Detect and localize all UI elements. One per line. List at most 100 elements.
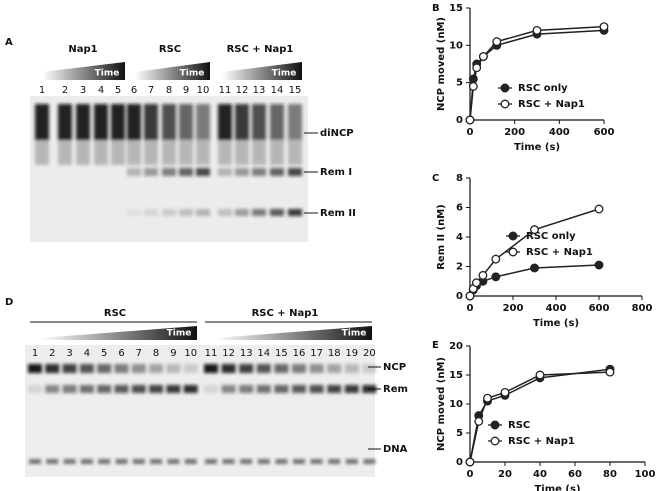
y-tick-label: 20 — [449, 341, 463, 352]
lane-number: 7 — [136, 348, 142, 359]
gel-smear — [58, 140, 72, 165]
gel-smear — [252, 140, 266, 165]
gel-band — [179, 209, 193, 216]
lane-number: 4 — [98, 85, 104, 96]
x-tick-label: 0 — [467, 469, 474, 480]
legend-marker — [500, 99, 510, 109]
legend-marker — [508, 247, 518, 257]
y-tick-label: 0 — [456, 457, 463, 468]
gel-band — [235, 168, 249, 176]
x-tick-label: 20 — [498, 469, 512, 480]
x-tick-label: 400 — [546, 303, 567, 314]
gel-band — [167, 459, 180, 464]
gel-band — [114, 385, 129, 393]
gel-band — [46, 459, 59, 464]
gel-band — [162, 168, 176, 176]
gel-band — [80, 459, 93, 464]
x-tick-label: 80 — [603, 469, 617, 480]
gel-band — [29, 459, 41, 464]
gel-smear — [127, 140, 141, 165]
gel-band — [144, 209, 158, 216]
gel-band — [256, 385, 271, 393]
gel-band — [204, 385, 218, 393]
time-wedge — [215, 326, 372, 340]
group-label: RSC + Nap1 — [227, 44, 294, 55]
gel-band — [293, 459, 305, 464]
legend-label: RSC + Nap1 — [508, 436, 575, 447]
data-point — [594, 260, 604, 270]
data-point — [465, 457, 475, 467]
gel-band — [221, 385, 236, 393]
gel-band — [239, 364, 254, 373]
gel-band — [252, 209, 266, 216]
gel-band — [127, 168, 141, 176]
time-wedge — [222, 62, 302, 80]
gel-band — [270, 168, 284, 176]
gel-band — [144, 104, 158, 140]
y-axis-label: NCP moved (nM) — [436, 17, 447, 111]
gel-band — [239, 385, 254, 393]
group-label: Nap1 — [68, 44, 97, 55]
gel-band — [288, 168, 302, 176]
gel-band — [292, 364, 306, 373]
gel-band — [183, 364, 198, 373]
x-tick-label: 600 — [589, 303, 610, 314]
group-label: RSC — [159, 44, 181, 55]
gel-band — [221, 364, 236, 373]
band-label: NCP — [383, 362, 406, 373]
gel-band — [76, 104, 90, 140]
legend-marker — [490, 420, 500, 430]
lane-number: 12 — [222, 348, 235, 359]
gel-band — [274, 385, 289, 393]
legend-label: RSC + Nap1 — [526, 247, 593, 258]
x-axis-label: Time (s) — [533, 318, 579, 329]
gel-band — [62, 385, 77, 393]
lane-number: 10 — [184, 348, 197, 359]
y-tick-label: 4 — [456, 232, 463, 243]
x-axis-label: Time (s) — [514, 142, 560, 153]
gel-band — [45, 364, 60, 373]
band-label: Rem I — [320, 167, 352, 178]
gel-band — [166, 364, 181, 373]
y-tick-label: 5 — [456, 78, 463, 89]
y-tick-label: 0 — [456, 115, 463, 126]
series-line — [469, 368, 611, 463]
group-label: RSC + Nap1 — [252, 308, 319, 319]
gel-band — [183, 385, 198, 393]
gel-band — [35, 104, 49, 140]
data-point — [530, 263, 539, 273]
band-label: Rem — [383, 384, 408, 395]
gel-band — [218, 104, 232, 140]
time-wedge — [135, 62, 210, 80]
x-tick-label: 0 — [467, 303, 474, 314]
gel-band — [235, 209, 249, 216]
gel-smear — [218, 140, 232, 165]
gel-band — [344, 364, 359, 373]
legend-label: RSC — [508, 420, 530, 431]
gel-smear — [111, 140, 125, 165]
gel-band — [240, 459, 253, 464]
lane-number: 7 — [148, 85, 154, 96]
legend-marker — [500, 83, 510, 93]
gel-band — [362, 364, 377, 373]
x-tick-label: 200 — [504, 127, 525, 138]
data-point — [478, 52, 488, 61]
gel-band — [292, 385, 306, 393]
gel-band — [275, 459, 288, 464]
gel-band — [270, 209, 284, 216]
gel-band — [363, 459, 376, 464]
lane-number: 14 — [257, 348, 270, 359]
lane-number: 15 — [289, 85, 302, 96]
group-label: RSC — [104, 308, 126, 319]
lane-number: 13 — [240, 348, 253, 359]
x-tick-label: 600 — [594, 127, 615, 138]
band-label: Rem II — [320, 208, 356, 219]
lane-number: 2 — [62, 85, 68, 96]
legend-label: RSC only — [526, 231, 576, 242]
y-tick-label: 15 — [449, 3, 463, 14]
x-tick-label: 100 — [635, 469, 656, 480]
gel-band — [256, 364, 271, 373]
lane-number: 9 — [183, 85, 189, 96]
gel-band — [204, 364, 218, 373]
